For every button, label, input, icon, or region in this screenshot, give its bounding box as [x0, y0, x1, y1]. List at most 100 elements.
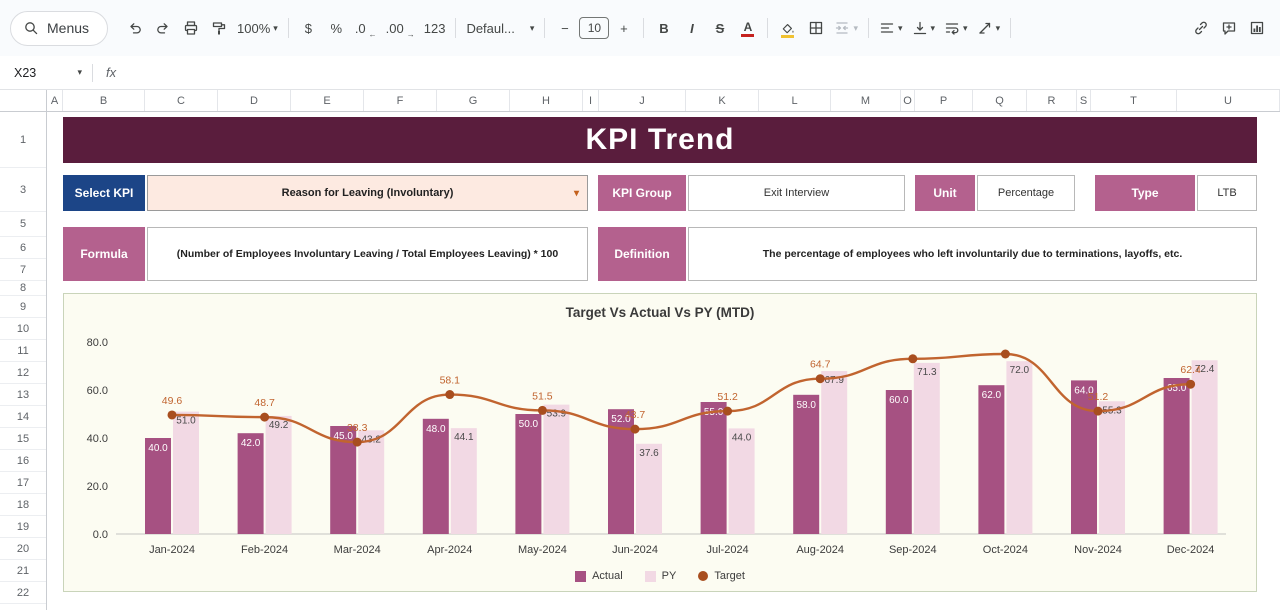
dashboard-title: KPI Trend	[63, 117, 1257, 163]
undo-button[interactable]	[121, 14, 148, 42]
column-header-T[interactable]: T	[1091, 90, 1177, 111]
vertical-align-button[interactable]: ▾	[908, 14, 940, 42]
column-header-U[interactable]: U	[1177, 90, 1280, 111]
text-rotation-button[interactable]: ▾	[973, 14, 1005, 42]
increase-font-size-button[interactable]: +	[610, 14, 637, 42]
insert-chart-button[interactable]	[1243, 14, 1270, 42]
name-box[interactable]: X23 ▾	[0, 56, 92, 89]
add-comment-button[interactable]	[1215, 14, 1242, 42]
unit-value: Percentage	[977, 175, 1075, 211]
bold-button[interactable]: B	[650, 14, 677, 42]
actual-bar	[978, 385, 1005, 534]
row-header-18[interactable]: 18	[0, 494, 46, 516]
format-currency-button[interactable]: $	[295, 14, 322, 42]
row-header-8[interactable]: 8	[0, 281, 46, 296]
column-header-A[interactable]: A	[47, 90, 63, 111]
decrease-font-size-button[interactable]: −	[551, 14, 578, 42]
row-header-15[interactable]: 15	[0, 428, 46, 450]
target-label: 48.7	[254, 397, 275, 409]
link-icon	[1194, 21, 1207, 35]
column-header-H[interactable]: H	[510, 90, 583, 111]
row-header-21[interactable]: 21	[0, 560, 46, 582]
column-header-D[interactable]: D	[218, 90, 291, 111]
type-value: LTB	[1197, 175, 1257, 211]
horizontal-align-button[interactable]: ▾	[875, 14, 907, 42]
borders-button[interactable]	[802, 14, 829, 42]
italic-button[interactable]: I	[678, 14, 705, 42]
insert-link-button[interactable]	[1187, 14, 1214, 42]
row-header-9[interactable]: 9	[0, 296, 46, 318]
row-header-22[interactable]: 22	[0, 582, 46, 604]
print-button[interactable]	[177, 14, 204, 42]
paint-format-button[interactable]	[205, 14, 232, 42]
merge-cells-button[interactable]: ▾	[830, 14, 862, 42]
column-header-F[interactable]: F	[364, 90, 437, 111]
kpi-select-dropdown[interactable]: Reason for Leaving (Involuntary) ▾	[147, 175, 588, 211]
column-header-E[interactable]: E	[291, 90, 364, 111]
redo-button[interactable]	[149, 14, 176, 42]
decrease-decimal-icon: .0	[354, 20, 366, 36]
column-header-K[interactable]: K	[686, 90, 759, 111]
fx-icon: fx	[106, 65, 117, 80]
legend-swatch-target	[698, 571, 709, 581]
text-wrap-button[interactable]: ▾	[940, 14, 972, 42]
column-header-C[interactable]: C	[145, 90, 218, 111]
select-all-corner[interactable]	[0, 90, 47, 111]
column-header-I[interactable]: I	[583, 90, 599, 111]
row-header-3[interactable]: 3	[0, 168, 46, 212]
kpi-chart-panel[interactable]: Target Vs Actual Vs PY (MTD) 0.0 20.0 40.0…	[63, 293, 1257, 592]
zoom-dropdown[interactable]: 100% ▾	[233, 14, 282, 42]
row-header-19[interactable]: 19	[0, 516, 46, 538]
strikethrough-button[interactable]: S	[706, 14, 733, 42]
column-header-R[interactable]: R	[1027, 90, 1077, 111]
actual-bar	[793, 394, 820, 534]
row-header-10[interactable]: 10	[0, 318, 46, 340]
row-header-13[interactable]: 13	[0, 384, 46, 406]
format-percent-button[interactable]: %	[323, 14, 350, 42]
column-header-O[interactable]: O	[901, 90, 915, 111]
merge-cells-icon	[836, 22, 849, 34]
column-header-B[interactable]: B	[63, 90, 145, 111]
menus-button[interactable]: Menus	[10, 10, 109, 46]
target-line	[171, 352, 1191, 444]
legend-label: PY	[661, 570, 677, 582]
target-label: 43.7	[625, 409, 646, 421]
caret-down-icon: ▾	[529, 22, 535, 33]
row-header-12[interactable]: 12	[0, 362, 46, 384]
column-header-P[interactable]: P	[915, 90, 973, 111]
column-header-J[interactable]: J	[599, 90, 686, 111]
spreadsheet-canvas[interactable]: KPI Trend Select KPI Reason for Leaving …	[47, 112, 1280, 610]
increase-decimal-icon: .00	[385, 20, 404, 36]
row-header-11[interactable]: 11	[0, 340, 46, 362]
formula-label: Formula	[63, 227, 145, 281]
target-label: 51.5	[532, 390, 553, 402]
row-header-7[interactable]: 7	[0, 259, 46, 281]
column-header-L[interactable]: L	[759, 90, 831, 111]
row-header-14[interactable]: 14	[0, 406, 46, 428]
x-axis-label: Apr-2024	[427, 544, 472, 556]
row-header-5[interactable]: 5	[0, 212, 46, 237]
fill-color-button[interactable]	[774, 14, 801, 42]
number-format-button[interactable]: 123	[420, 14, 450, 42]
column-header-G[interactable]: G	[437, 90, 510, 111]
target-point	[723, 406, 733, 416]
row-header-6[interactable]: 6	[0, 237, 46, 259]
column-header-S[interactable]: S	[1077, 90, 1091, 111]
x-axis-label: May-2024	[518, 544, 567, 556]
target-point	[1186, 379, 1196, 389]
row-header-1[interactable]: 1	[0, 112, 46, 168]
actual-bar-label: 40.0	[148, 443, 168, 454]
row-header-17[interactable]: 17	[0, 472, 46, 494]
increase-decimal-button[interactable]: .00 →	[382, 14, 419, 42]
row-header-16[interactable]: 16	[0, 450, 46, 472]
caret-down-icon: ▾	[273, 22, 278, 33]
redo-icon	[156, 23, 168, 34]
decrease-decimal-button[interactable]: .0 ←	[351, 14, 381, 42]
font-size-field[interactable]: 10	[579, 17, 610, 39]
column-header-M[interactable]: M	[831, 90, 901, 111]
text-color-button[interactable]: A	[734, 14, 761, 42]
y-axis-tick: 40.0	[87, 433, 108, 445]
row-header-20[interactable]: 20	[0, 538, 46, 560]
font-family-dropdown[interactable]: Defaul... ▾	[462, 14, 538, 42]
column-header-Q[interactable]: Q	[973, 90, 1027, 111]
